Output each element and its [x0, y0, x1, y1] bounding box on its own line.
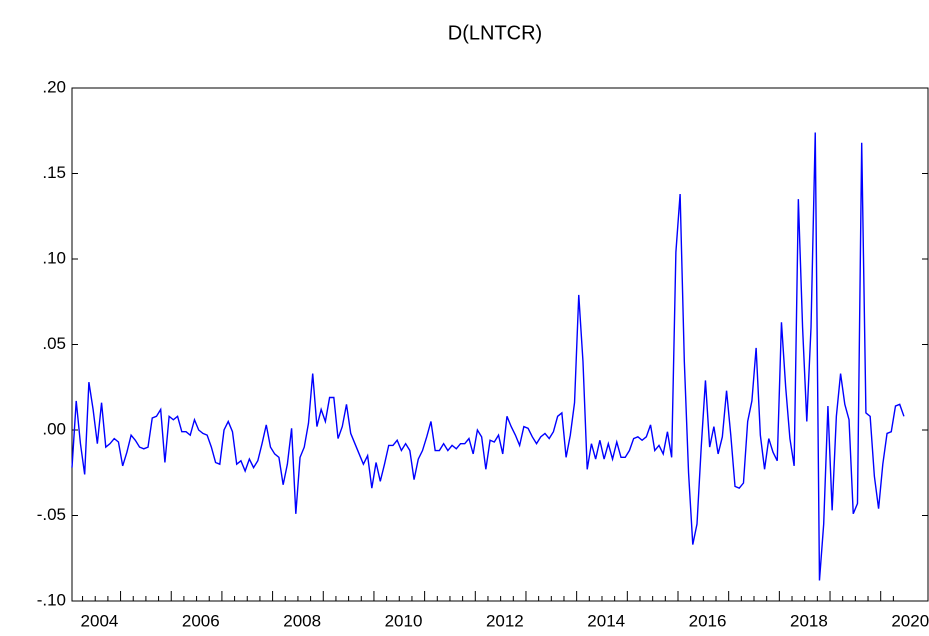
x-tick-label: 2006 — [182, 611, 220, 630]
y-tick-label: .00 — [42, 419, 66, 438]
y-tick-label: .05 — [42, 334, 66, 353]
x-tick-label: 2014 — [587, 611, 625, 630]
x-tick-label: 2020 — [891, 611, 929, 630]
y-tick-label: -.05 — [37, 505, 66, 524]
y-tick-label: .15 — [42, 163, 66, 182]
x-tick-label: 2004 — [81, 611, 119, 630]
plot-frame — [71, 87, 929, 602]
y-tick-label: .10 — [42, 248, 66, 267]
x-tick-label: 2012 — [486, 611, 524, 630]
chart-title: D(LNTCR) — [448, 22, 542, 44]
data-line — [71, 132, 905, 581]
y-tick-label: -.10 — [37, 590, 66, 609]
x-tick-label: 2008 — [283, 611, 321, 630]
x-tick-label: 2016 — [689, 611, 727, 630]
x-tick-label: 2010 — [385, 611, 423, 630]
y-tick-label: .20 — [42, 77, 66, 96]
x-tick-label: 2018 — [790, 611, 828, 630]
